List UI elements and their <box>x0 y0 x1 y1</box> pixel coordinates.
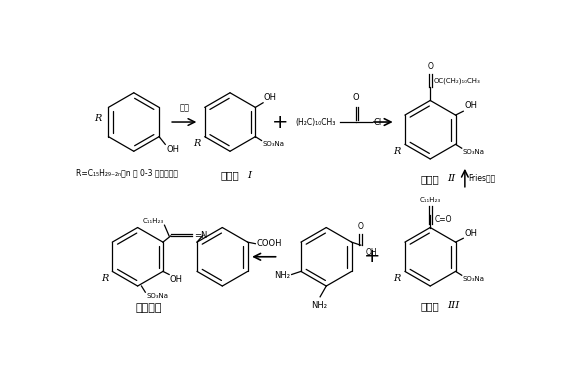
Text: NH₂: NH₂ <box>311 301 327 310</box>
Text: 中间体: 中间体 <box>421 174 440 184</box>
Text: 目标产物: 目标产物 <box>136 303 162 313</box>
Text: R=C₁₅H₂₉₋₂ₙ（n 为 0-3 内的整数）: R=C₁₅H₂₉₋₂ₙ（n 为 0-3 内的整数） <box>76 168 178 177</box>
Text: OH: OH <box>166 145 179 154</box>
Text: C=O: C=O <box>435 215 452 224</box>
Text: Fries重排: Fries重排 <box>469 173 496 182</box>
Text: 磺化: 磺化 <box>179 104 189 113</box>
Text: C₁₁H₂₃: C₁₁H₂₃ <box>419 197 441 203</box>
Text: +: + <box>272 113 288 132</box>
Text: I: I <box>247 171 251 180</box>
Text: R: R <box>393 274 401 283</box>
Text: OC(CH₂)₁₀CH₃: OC(CH₂)₁₀CH₃ <box>434 77 480 84</box>
Text: R: R <box>194 139 201 148</box>
Text: SO₃Na: SO₃Na <box>146 293 168 299</box>
Text: SO₃Na: SO₃Na <box>462 276 484 282</box>
Text: III: III <box>447 301 460 310</box>
Text: SO₃Na: SO₃Na <box>462 149 484 155</box>
Text: NH₂: NH₂ <box>274 271 290 280</box>
Text: OH: OH <box>464 102 477 111</box>
Text: O: O <box>358 222 364 231</box>
Text: OH: OH <box>170 275 183 284</box>
Text: II: II <box>447 174 456 184</box>
Text: (H₂C)₁₀CH₃: (H₂C)₁₀CH₃ <box>295 118 336 126</box>
Text: OH: OH <box>366 248 377 256</box>
Text: +: + <box>364 247 381 266</box>
Text: OH: OH <box>464 229 477 237</box>
Text: 中间体: 中间体 <box>221 171 239 180</box>
Text: O: O <box>353 93 359 102</box>
Text: 中间体: 中间体 <box>421 301 440 312</box>
Text: O: O <box>427 62 433 71</box>
Text: R: R <box>393 147 401 156</box>
Text: SO₃Na: SO₃Na <box>262 141 284 147</box>
Text: R: R <box>94 114 101 123</box>
Text: Cl: Cl <box>373 118 381 126</box>
Text: R: R <box>101 274 109 283</box>
Text: OH: OH <box>264 93 277 102</box>
Text: =N: =N <box>194 231 207 240</box>
Text: COOH: COOH <box>257 239 282 248</box>
Text: C₁₁H₂₃: C₁₁H₂₃ <box>143 218 164 223</box>
